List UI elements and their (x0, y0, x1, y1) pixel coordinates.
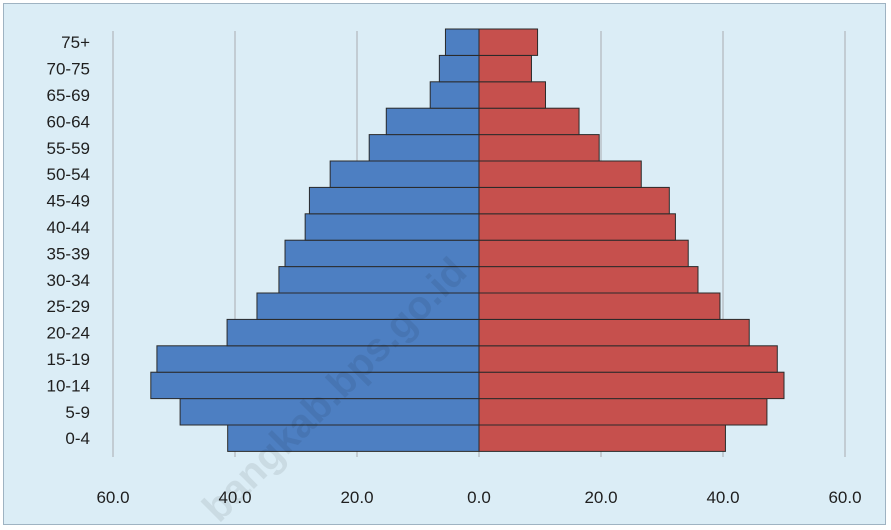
age-label-70-75: 70-75 (47, 60, 90, 79)
bar-right-70-75 (478, 54, 532, 83)
bar-left-20-24 (226, 318, 480, 347)
bar-right-0-4 (478, 424, 726, 452)
bar-left-65-69 (429, 81, 480, 109)
age-label-45-49: 45-49 (47, 192, 90, 211)
age-label-25-29: 25-29 (47, 297, 90, 316)
bar-right-65-69 (478, 81, 546, 109)
bar-right-15-19 (478, 345, 778, 373)
bar-left-30-34 (278, 266, 480, 294)
bar-left-70-75 (438, 54, 480, 83)
bar-right-30-34 (478, 266, 699, 294)
bar-left-40-44 (304, 213, 480, 241)
chart-frame: 60.0 40.0 20.0 0.0 20.0 40.0 60.0 0-4 5-9 10-14 1… (3, 3, 886, 526)
bar-left-0-4 (227, 424, 480, 452)
age-label-75+: 75+ (61, 33, 90, 52)
bar-left-15-19 (156, 345, 480, 373)
bar-right-40-44 (478, 213, 676, 241)
x-tick-label: 0.0 (467, 488, 491, 507)
bar-left-25-29 (256, 292, 480, 320)
bar-right-75+ (478, 28, 539, 56)
bar-left-45-49 (308, 186, 480, 215)
age-label-65-69: 65-69 (47, 86, 90, 105)
bar-left-50-54 (329, 160, 480, 188)
x-axis: 60.0 40.0 20.0 0.0 20.0 40.0 60.0 (96, 488, 861, 507)
x-tick-label: 20.0 (584, 488, 617, 507)
age-label-55-59: 55-59 (47, 139, 90, 158)
age-label-5-9: 5-9 (65, 403, 90, 422)
bar-right-50-54 (478, 160, 642, 188)
x-tick-label: 40.0 (218, 488, 251, 507)
bar-right-35-39 (478, 239, 689, 268)
bar-left-55-59 (368, 134, 480, 162)
age-group-labels: 0-4 5-9 10-14 15-19 20-24 25-29 30-34 35-39 40-4… (47, 33, 91, 448)
age-label-10-14: 10-14 (47, 376, 90, 395)
bars (150, 28, 785, 452)
bar-right-10-14 (478, 371, 785, 400)
bar-left-75+ (444, 28, 480, 56)
bar-right-20-24 (478, 318, 750, 347)
age-label-40-44: 40-44 (47, 218, 90, 237)
x-tick-label: 60.0 (96, 488, 129, 507)
age-label-0-4: 0-4 (65, 429, 90, 448)
age-label-20-24: 20-24 (47, 324, 90, 343)
bar-right-60-64 (478, 107, 580, 136)
age-label-30-34: 30-34 (47, 271, 90, 290)
bar-left-10-14 (150, 371, 480, 400)
x-tick-label: 60.0 (828, 488, 861, 507)
x-tick-label: 20.0 (340, 488, 373, 507)
bar-right-45-49 (478, 186, 670, 215)
bar-left-60-64 (385, 107, 480, 136)
population-pyramid-chart: 60.0 40.0 20.0 0.0 20.0 40.0 60.0 0-4 5-9 10-14 1… (47, 28, 862, 526)
bar-right-5-9 (478, 398, 768, 426)
bar-left-5-9 (179, 398, 480, 426)
age-label-50-54: 50-54 (47, 165, 90, 184)
age-label-15-19: 15-19 (47, 350, 90, 369)
x-tick-label: 40.0 (706, 488, 739, 507)
age-label-35-39: 35-39 (47, 244, 90, 263)
bar-right-55-59 (478, 134, 600, 162)
age-label-60-64: 60-64 (47, 112, 90, 131)
bar-right-25-29 (478, 292, 721, 320)
